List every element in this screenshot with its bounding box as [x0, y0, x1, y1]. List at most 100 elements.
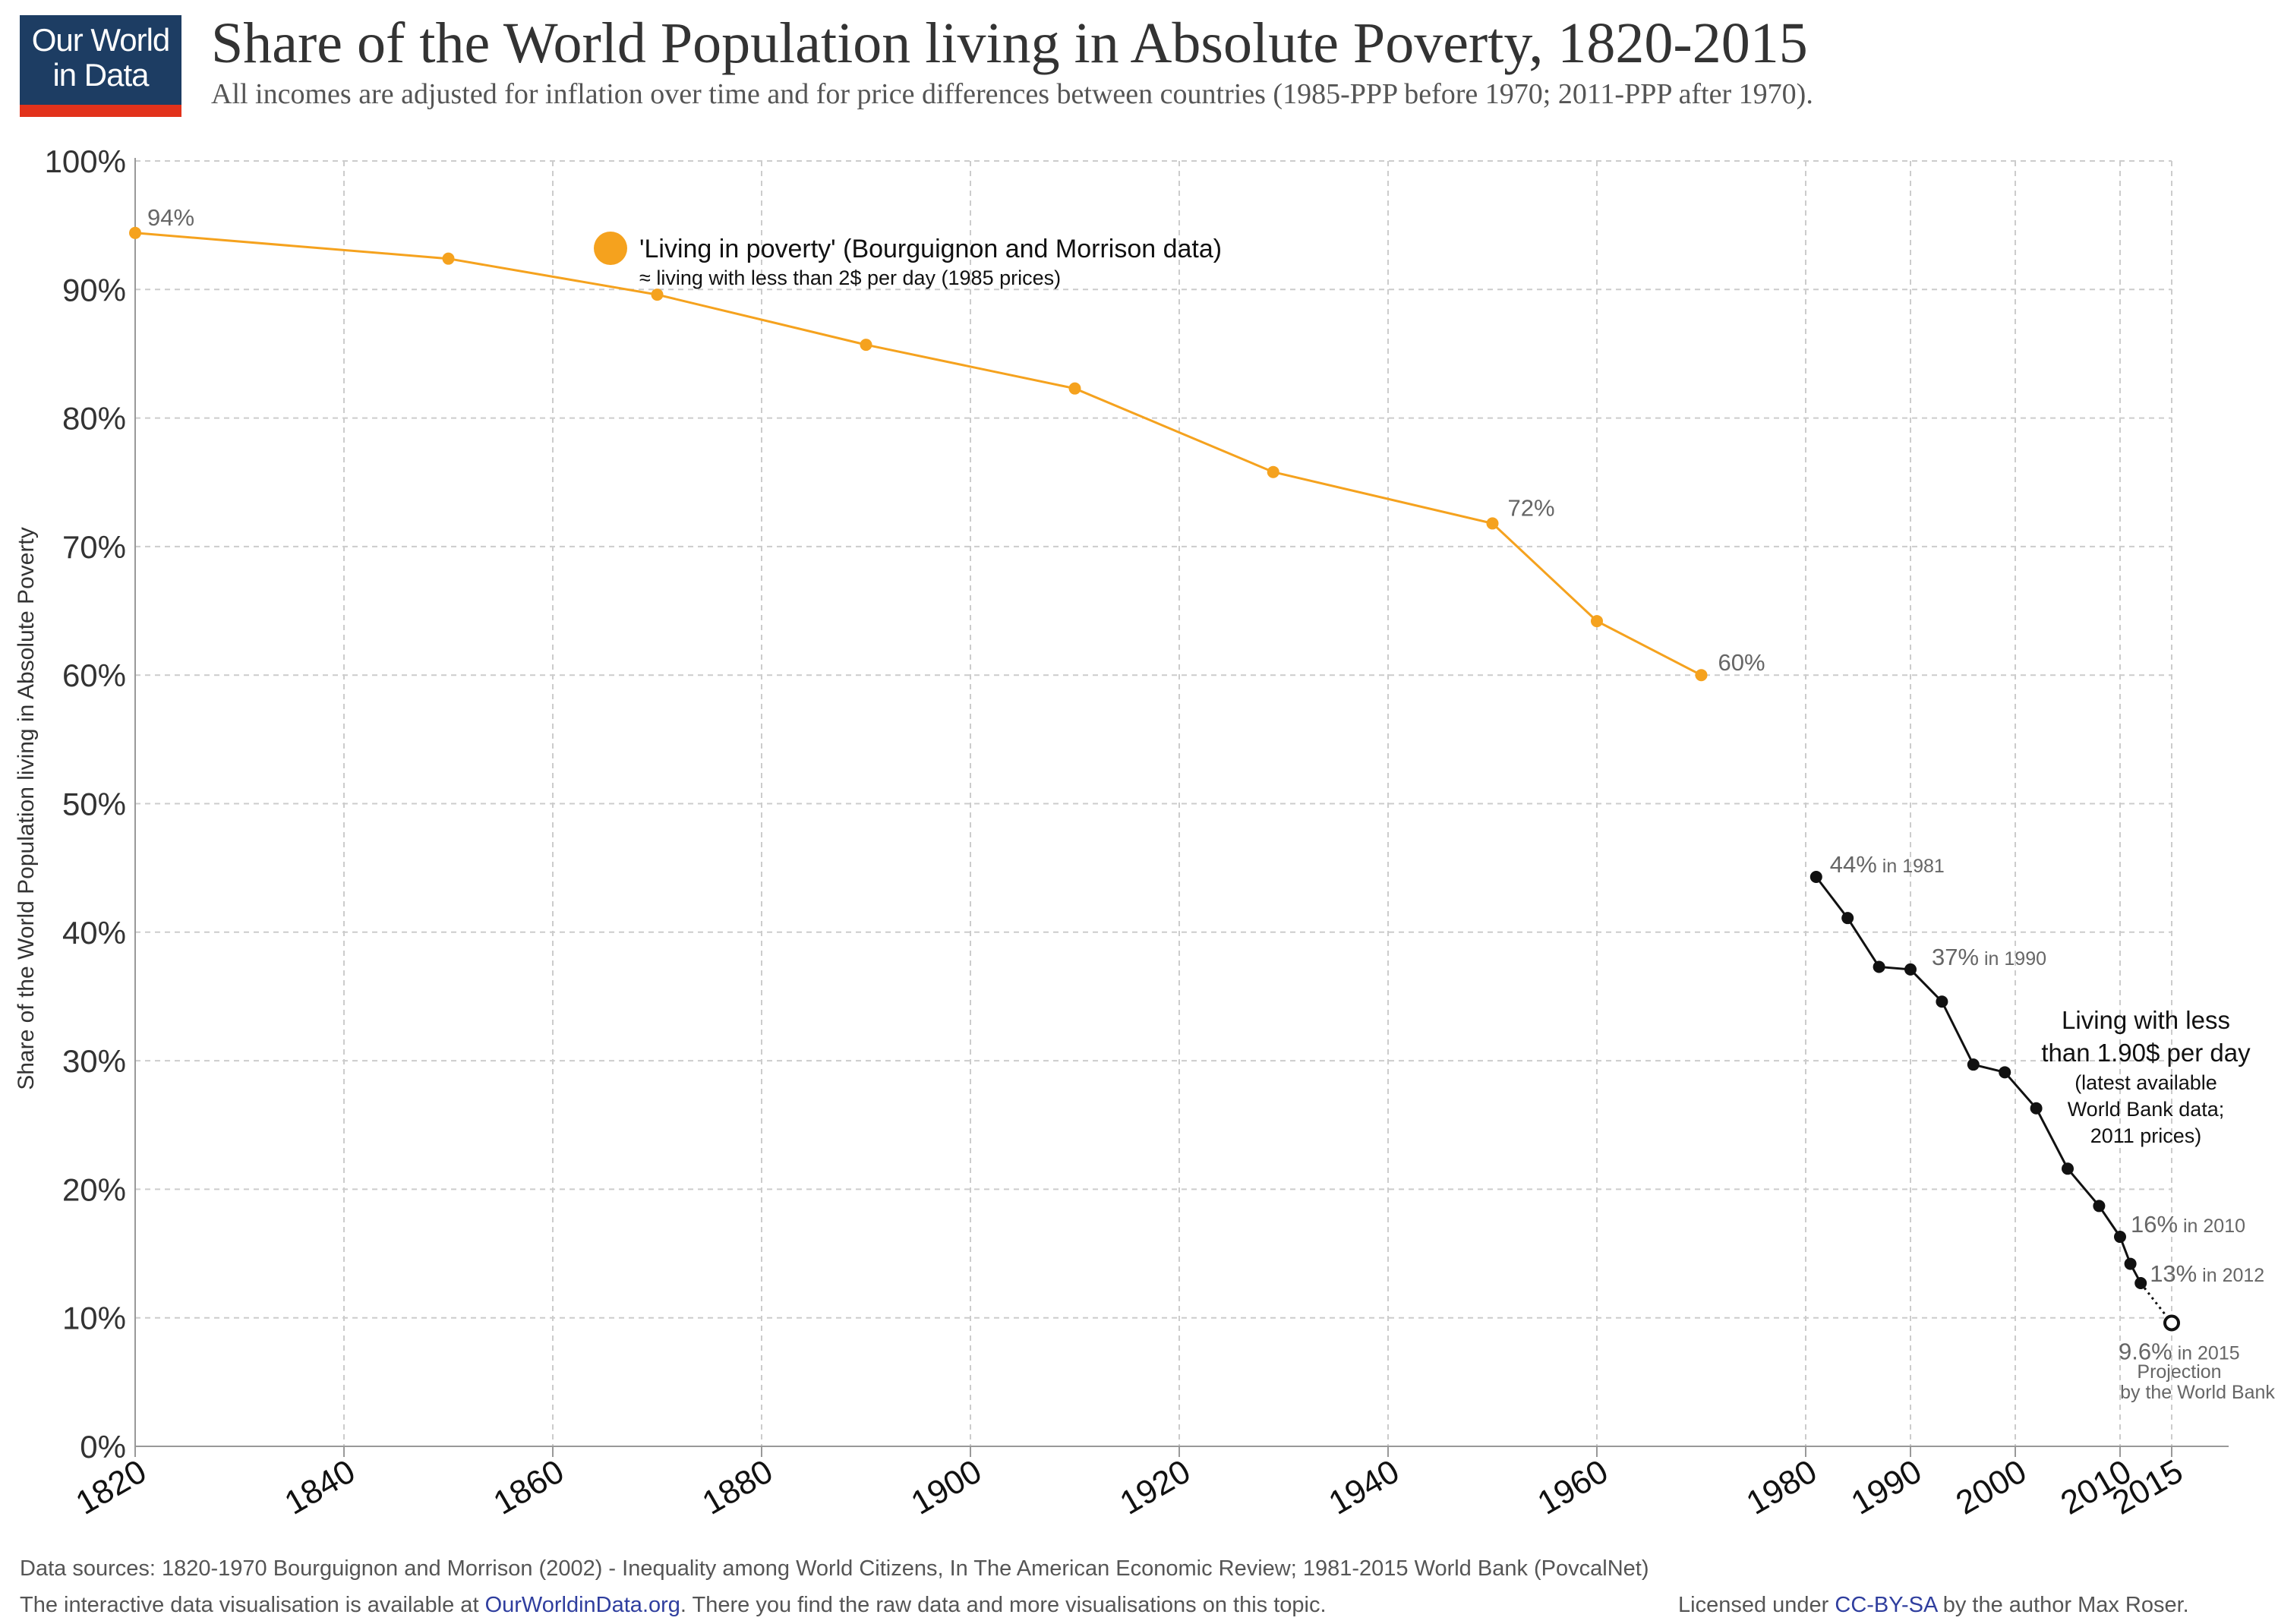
- series-worldbank-point: [1904, 963, 1917, 976]
- x-tick-label: 1860: [487, 1452, 570, 1522]
- legend-wb-note-3: 2011 prices): [2090, 1124, 2202, 1147]
- license-link[interactable]: CC-BY-SA: [1835, 1593, 1937, 1617]
- interactive-prefix: The interactive data visualisation is av…: [20, 1593, 485, 1617]
- chart-subtitle: All incomes are adjusted for inflation o…: [211, 78, 1813, 110]
- series-worldbank-point: [1841, 912, 1854, 925]
- series-worldbank-point: [2030, 1102, 2043, 1115]
- data-label: 9.6% in 2015: [2119, 1338, 2240, 1364]
- series-historic-point: [1486, 517, 1499, 530]
- interactive-suffix: . There you find the raw data and more v…: [680, 1593, 1327, 1617]
- x-tick-label: 1920: [1114, 1452, 1197, 1522]
- data-label: 94%: [147, 204, 194, 231]
- data-label-suffix: in 2015: [2172, 1342, 2240, 1364]
- series-worldbank: [1809, 871, 2180, 1332]
- data-label-value: 60%: [1718, 649, 1765, 676]
- legend-wb-title-1: Living with less: [2062, 1006, 2230, 1034]
- series-historic: [129, 226, 1708, 682]
- y-tick-label: 50%: [62, 787, 126, 822]
- x-tick-label: 1840: [279, 1452, 361, 1522]
- series-historic-point: [442, 252, 455, 265]
- data-label-value: 13%: [2150, 1260, 2197, 1287]
- y-tick-label: 30%: [62, 1043, 126, 1079]
- projection-note-2: by the World Bank: [2120, 1382, 2275, 1403]
- series-worldbank-point: [1967, 1058, 1980, 1071]
- legend-wb-note-1: (latest available: [2074, 1071, 2217, 1094]
- y-tick-label: 70%: [62, 529, 126, 565]
- series-worldbank-point: [1873, 960, 1885, 973]
- y-tick-label: 10%: [62, 1301, 126, 1336]
- data-label-value: 94%: [147, 204, 194, 231]
- series-worldbank-point: [1999, 1066, 2011, 1079]
- logo-line-1: Our World: [31, 22, 171, 58]
- grid-lines: [135, 160, 2172, 1446]
- series-historic-point: [860, 339, 872, 352]
- x-tick-label: 1880: [696, 1452, 779, 1522]
- legend-wb-title-2: than 1.90$ per day: [2041, 1039, 2251, 1067]
- data-sources: Data sources: 1820-1970 Bourguignon and …: [20, 1556, 1649, 1581]
- series-worldbank-point: [2114, 1231, 2126, 1244]
- data-labels: 94% 72% 60% 44% in 1981 37% in 1990 16% in 20…: [147, 204, 2264, 1365]
- y-tick-label: 60%: [62, 657, 126, 693]
- projection-line: [2140, 1282, 2173, 1324]
- data-label: 44% in 1981: [1830, 851, 1945, 878]
- projection-point: [2163, 1314, 2180, 1332]
- license-suffix: by the author Max Roser.: [1936, 1593, 2189, 1617]
- data-label: 72%: [1508, 494, 1555, 521]
- x-tick-label: 1990: [1845, 1452, 1928, 1522]
- y-tick-label: 90%: [62, 272, 126, 307]
- data-label: 37% in 1990: [1932, 944, 2046, 970]
- license-note: Licensed under CC-BY-SA by the author Ma…: [1678, 1593, 2189, 1618]
- data-label-value: 9.6%: [2119, 1338, 2172, 1364]
- y-tick-label: 0%: [80, 1429, 126, 1465]
- data-label-value: 44%: [1830, 851, 1877, 878]
- chart-title: Share of the World Population living in …: [211, 11, 1808, 75]
- data-label-value: 37%: [1932, 944, 1979, 970]
- legend-worldbank: Living with less than 1.90$ per day (lat…: [2041, 1006, 2251, 1147]
- legend-historic-label: 'Living in poverty' (Bourguignon and Mor…: [639, 235, 1222, 263]
- data-label-value: 16%: [2131, 1211, 2178, 1238]
- legend-historic-note: ≈ living with less than 2$ per day (1985…: [639, 266, 1061, 289]
- legend-historic: 'Living in poverty' (Bourguignon and Mor…: [594, 232, 1222, 289]
- logo-line-2: in Data: [52, 57, 149, 93]
- legend-historic-marker: [594, 232, 627, 265]
- interactive-note: The interactive data visualisation is av…: [20, 1593, 1327, 1618]
- y-tick-label: 80%: [62, 401, 126, 437]
- series-worldbank-point: [2093, 1200, 2106, 1212]
- y-tick-label: 20%: [62, 1171, 126, 1207]
- series-worldbank-point: [2124, 1257, 2137, 1270]
- y-tick-label: 40%: [62, 915, 126, 951]
- data-label-suffix: in 2010: [2178, 1216, 2245, 1237]
- owid-logo: Our World in Data: [20, 15, 181, 117]
- x-tick-label: 1980: [1740, 1452, 1823, 1522]
- legend-wb-note-2: World Bank data;: [2068, 1098, 2225, 1121]
- data-label-suffix: in 2012: [2197, 1265, 2264, 1286]
- series-historic-line: [134, 232, 1702, 676]
- series-historic-point: [129, 226, 141, 239]
- y-axis-label: Share of the World Population living in …: [14, 527, 39, 1090]
- x-tick-label: 2000: [1950, 1452, 2033, 1522]
- series-historic-point: [1267, 465, 1279, 478]
- data-label: 13% in 2012: [2150, 1260, 2264, 1287]
- data-label-suffix: in 1990: [1979, 948, 2046, 970]
- data-label: 16% in 2010: [2131, 1211, 2245, 1238]
- data-label-suffix: in 1981: [1877, 856, 1945, 877]
- axes: [134, 158, 2229, 1457]
- projection-note-1: Projection: [2137, 1361, 2221, 1383]
- x-tick-label: 1900: [905, 1452, 988, 1522]
- license-prefix: Licensed under: [1678, 1593, 1835, 1617]
- owid-link[interactable]: OurWorldinData.org: [484, 1593, 680, 1617]
- x-tick-label: 1960: [1532, 1452, 1614, 1522]
- y-tick-label: 100%: [45, 143, 126, 179]
- data-label: 60%: [1718, 649, 1765, 676]
- series-worldbank-point: [2062, 1162, 2074, 1175]
- series-worldbank-point: [1936, 995, 1948, 1008]
- series-historic-point: [1068, 382, 1081, 395]
- series-worldbank-point: [1809, 871, 1822, 884]
- series-historic-point: [651, 289, 664, 301]
- projection-note: Projection by the World Bank: [2120, 1361, 2275, 1403]
- x-tick-labels: 1820 1840 1860 1880 1900 1920 1940 1960 1980 1990…: [70, 1452, 2189, 1522]
- data-label-value: 72%: [1508, 494, 1555, 521]
- y-tick-labels: 0% 10% 20% 30% 40% 50% 60% 70% 80% 90% 100%: [45, 143, 126, 1465]
- series-historic-point: [1695, 669, 1708, 682]
